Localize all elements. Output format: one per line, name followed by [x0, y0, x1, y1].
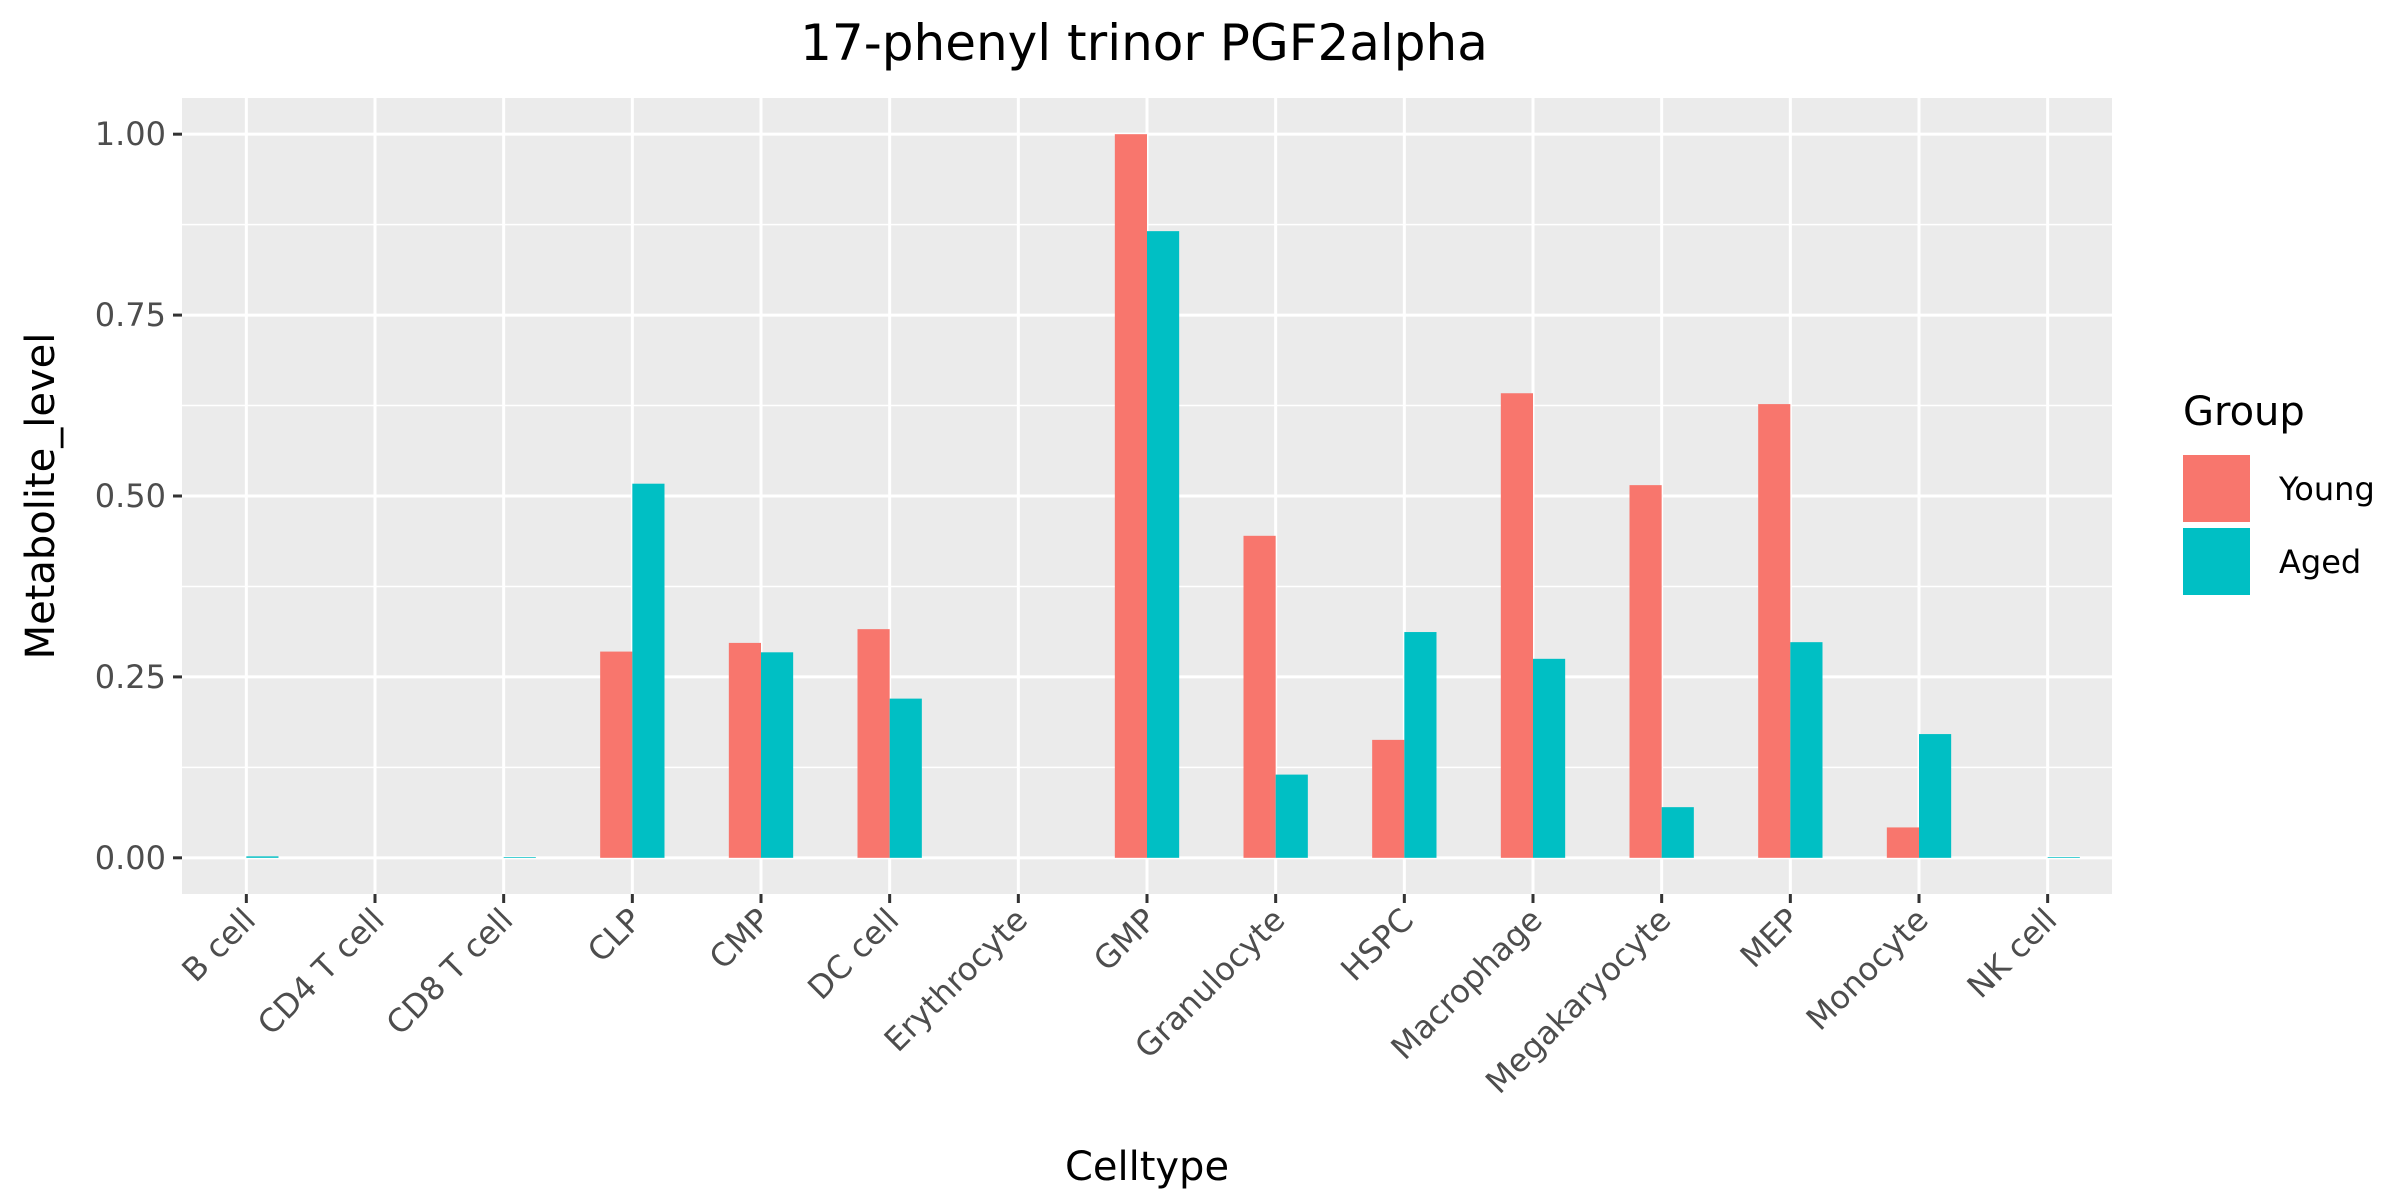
bar-young	[1114, 134, 1147, 858]
legend-label-aged: Aged	[2279, 543, 2361, 581]
bar-young	[1500, 393, 1533, 858]
legend-title: Group	[2183, 389, 2305, 435]
bar-young	[1886, 827, 1919, 858]
y-tick-label: 0.75	[95, 296, 166, 334]
bar-aged	[1661, 807, 1694, 858]
legend-key-young	[2183, 455, 2250, 522]
legend: Group Young Aged	[2183, 389, 2375, 595]
bar-young	[1372, 739, 1405, 858]
x-tick-label: CD8 T cell	[379, 901, 521, 1043]
x-tick-label: CMP	[702, 901, 778, 977]
bar-young	[600, 651, 633, 858]
bar-young	[1758, 404, 1791, 858]
y-axis-title: Metabolite_level	[18, 333, 64, 660]
bars	[246, 134, 2080, 858]
legend-key-aged	[2183, 528, 2250, 595]
bar-aged	[1147, 231, 1180, 858]
bar-young	[728, 642, 761, 858]
x-tick-label: Monocyte	[1799, 901, 1936, 1038]
y-tick-label: 0.50	[95, 477, 166, 515]
bar-young	[857, 629, 890, 858]
x-tick-label: B cell	[174, 901, 263, 990]
x-tick-label: CD4 T cell	[250, 901, 392, 1043]
bar-aged	[2047, 857, 2080, 858]
x-tick-label: NK cell	[1960, 901, 2065, 1006]
bar-aged	[1533, 658, 1566, 858]
bar-aged	[1790, 642, 1823, 858]
bar-aged	[503, 857, 536, 858]
chart-title: 17-phenyl trinor PGF2alpha	[800, 14, 1488, 72]
x-tick-label: MEP	[1733, 901, 1807, 975]
x-tick-label: GMP	[1086, 901, 1164, 979]
y-axis: 0.00 0.25 0.50 0.75 1.00	[95, 115, 182, 877]
bar-aged	[1404, 632, 1437, 858]
bar-aged	[1275, 774, 1308, 858]
bar-young	[1243, 535, 1276, 858]
x-tick-label: CLP	[580, 901, 649, 970]
y-tick-label: 0.00	[95, 839, 166, 877]
bar-aged	[1919, 734, 1952, 858]
bar-young	[1629, 485, 1662, 858]
x-axis-title: Celltype	[1065, 1144, 1229, 1190]
bar-aged	[889, 698, 922, 858]
x-tick-label: HSPC	[1333, 901, 1421, 989]
y-tick-label: 0.25	[95, 658, 166, 696]
y-tick-label: 1.00	[95, 115, 166, 153]
bar-aged	[761, 652, 794, 858]
legend-label-young: Young	[2278, 470, 2375, 508]
x-tick-label: DC cell	[800, 901, 906, 1007]
bar-aged	[632, 483, 665, 858]
bar-aged	[246, 856, 279, 858]
